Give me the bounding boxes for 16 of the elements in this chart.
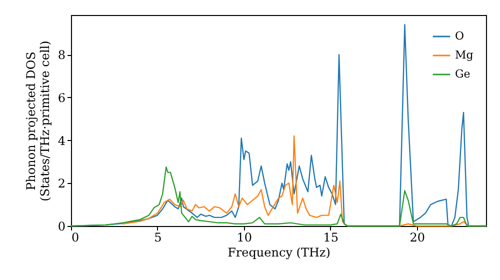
y-tick-label: 8 (58, 48, 66, 62)
x-tick-label: 10 (236, 230, 252, 244)
x-tick-label: 15 (323, 230, 339, 244)
legend-label: O (455, 30, 464, 42)
legend-label: Mg (455, 48, 474, 62)
legend-label: Ge (455, 68, 470, 80)
x-axis-title: Frequency (THz) (228, 246, 330, 260)
line-series (70, 166, 487, 227)
x-tick-label: 0 (72, 230, 80, 244)
y-tick-label: 2 (58, 176, 66, 191)
y-axis-title: Phonon projected DOS (States/THz·primitive cell) (24, 40, 52, 202)
y-tick-label: 4 (58, 134, 66, 148)
x-tick-label: 20 (410, 230, 425, 244)
y-tick-label: 0 (58, 220, 66, 234)
x-tick-label: 5 (154, 230, 162, 244)
y-tick-label: 6 (58, 90, 66, 105)
